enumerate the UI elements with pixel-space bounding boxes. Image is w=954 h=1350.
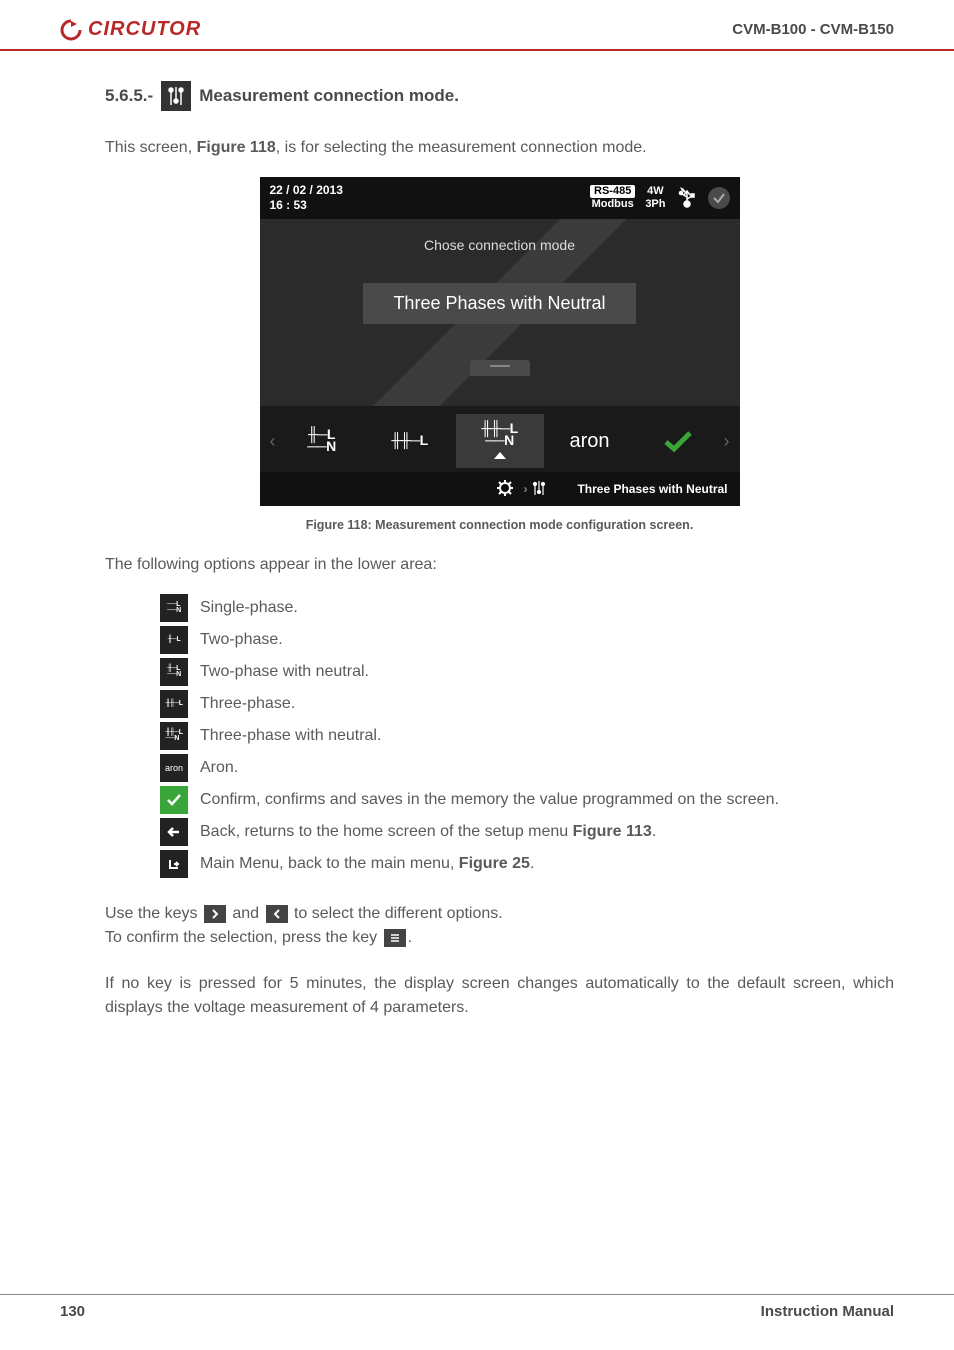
intro-figref: Figure 118: [197, 139, 276, 156]
back-label: Back, returns to the home screen of the …: [200, 823, 656, 841]
figure-118: 22 / 02 / 2013 16 : 53 RS-485 Modbus 4W …: [105, 177, 894, 532]
three-phase-n-list-icon: ╫╫─L──N: [160, 722, 188, 750]
connection-mode-icon: [161, 81, 191, 111]
option-aron: aron Aron.: [160, 754, 894, 782]
three-phase-n-icon: ╫╫─L──N: [481, 423, 517, 447]
section-number: 5.6.5.-: [105, 86, 153, 106]
confirm-icon: [160, 786, 188, 814]
option-main-menu: Main Menu, back to the main menu, Figure…: [160, 850, 894, 878]
page-number: 130: [60, 1303, 85, 1320]
three-phase-list-icon: ╫╫─L: [160, 690, 188, 718]
confirm-label: Confirm, confirms and saves in the memor…: [200, 791, 779, 809]
intro-post: , is for selecting the measurement conne…: [276, 139, 647, 156]
device-body: Chose connection mode Three Phases with …: [260, 219, 740, 406]
three-phase-n-label: Three-phase with neutral.: [200, 727, 381, 745]
two-phase-label: Two-phase.: [200, 631, 283, 649]
selection-arrow-icon: [494, 452, 506, 459]
device-selected-mode: Three Phases with Neutral: [363, 283, 635, 324]
option-three-phase-n: ╫╫─L──N Three-phase with neutral.: [160, 722, 894, 750]
opt-confirm[interactable]: [634, 414, 722, 468]
page-header: CIRCUTOR CVM-B100 - CVM-B150: [0, 0, 954, 51]
menu-post: .: [530, 855, 534, 872]
device-date: 22 / 02 / 2013: [270, 183, 581, 198]
device-wiring: 4W 3Ph: [645, 185, 665, 210]
status-check-icon: [708, 187, 730, 209]
two-phase-icon: ╫─L: [160, 626, 188, 654]
instr1-b: and: [228, 905, 264, 922]
wires-label: 4W: [645, 185, 665, 198]
device-datetime: 22 / 02 / 2013 16 : 53: [270, 183, 581, 213]
section-heading: 5.6.5.- Measurement connection mode.: [105, 81, 894, 111]
option-three-phase: ╫╫─L Three-phase.: [160, 690, 894, 718]
main-menu-label: Main Menu, back to the main menu, Figure…: [200, 855, 534, 873]
main-menu-icon: [160, 850, 188, 878]
rs485-box: RS-485: [590, 185, 635, 198]
instructions-line2: To confirm the selection, press the key …: [105, 926, 894, 950]
device-breadcrumb-bar: › Three Phases with Neutral: [260, 472, 740, 506]
page-footer: 130 Instruction Manual: [0, 1294, 954, 1320]
instr1-a: Use the keys: [105, 905, 202, 922]
logo-mark-icon: [60, 19, 82, 41]
instr2-a: To confirm the selection, press the key: [105, 929, 382, 946]
three-phase-icon: ╫╫─L: [391, 435, 427, 447]
chevron-left-icon[interactable]: ‹: [268, 431, 278, 452]
figure-caption: Figure 118: Measurement connection mode …: [306, 518, 694, 532]
option-confirm: Confirm, confirms and saves in the memor…: [160, 786, 894, 814]
usb-icon: [676, 187, 698, 209]
brand-name: CIRCUTOR: [88, 18, 201, 41]
key-left-icon: [266, 905, 288, 923]
device-prompt: Chose connection mode: [260, 237, 740, 253]
device-screenshot: 22 / 02 / 2013 16 : 53 RS-485 Modbus 4W …: [260, 177, 740, 506]
opt-two-phase-n[interactable]: ╫─L──N: [278, 414, 366, 468]
device-rs485: RS-485 Modbus: [590, 185, 635, 210]
instructions-line1: Use the keys and to select the different…: [105, 902, 894, 926]
intro-text: This screen, Figure 118, is for selectin…: [105, 139, 894, 157]
two-phase-n-icon: ╫─L──N: [307, 429, 335, 453]
key-menu-icon: [384, 929, 406, 947]
device-options-bar: ‹ ╫─L──N ╫╫─L ╫╫─L──N aron ›: [260, 406, 740, 472]
brand-logo: CIRCUTOR: [60, 18, 201, 41]
page-content: 5.6.5.- Measurement connection mode. Thi…: [0, 51, 954, 1040]
phases-label: 3Ph: [645, 198, 665, 211]
device-tab-handle: [470, 360, 530, 376]
device-time: 16 : 53: [270, 198, 581, 213]
options-list: ──L──N Single-phase. ╫─L Two-phase. ╫─L─…: [160, 594, 894, 878]
two-phase-n-label: Two-phase with neutral.: [200, 663, 369, 681]
connection-mode-small-icon: [531, 480, 547, 499]
back-figref: Figure 113: [573, 823, 652, 840]
option-back: Back, returns to the home screen of the …: [160, 818, 894, 846]
back-pre: Back, returns to the home screen of the …: [200, 823, 573, 840]
opt-aron[interactable]: aron: [546, 414, 634, 468]
intro-pre: This screen,: [105, 139, 197, 156]
breadcrumb-separator: ›: [523, 482, 527, 496]
three-phase-label: Three-phase.: [200, 695, 295, 713]
aron-label: Aron.: [200, 759, 238, 777]
opt-three-phase-n-selected[interactable]: ╫╫─L──N: [456, 414, 544, 468]
single-phase-icon: ──L──N: [160, 594, 188, 622]
timeout-text: If no key is pressed for 5 minutes, the …: [105, 972, 894, 1020]
instr1-c: to select the different options.: [290, 905, 503, 922]
gear-icon: [497, 480, 513, 499]
footer-label: Instruction Manual: [761, 1303, 894, 1320]
model-label: CVM-B100 - CVM-B150: [732, 21, 894, 38]
back-post: .: [652, 823, 656, 840]
breadcrumb-label: Three Phases with Neutral: [577, 482, 727, 496]
aron-icon: aron: [160, 754, 188, 782]
chevron-right-icon[interactable]: ›: [722, 431, 732, 452]
option-two-phase-n: ╫─L──N Two-phase with neutral.: [160, 658, 894, 686]
modbus-label: Modbus: [592, 198, 634, 210]
single-phase-label: Single-phase.: [200, 599, 298, 617]
back-icon: [160, 818, 188, 846]
menu-pre: Main Menu, back to the main menu,: [200, 855, 459, 872]
menu-figref: Figure 25: [459, 855, 530, 872]
option-two-phase: ╫─L Two-phase.: [160, 626, 894, 654]
instr2-b: .: [408, 929, 412, 946]
opt-three-phase[interactable]: ╫╫─L: [366, 414, 454, 468]
options-subhead: The following options appear in the lowe…: [105, 556, 894, 574]
device-status-bar: 22 / 02 / 2013 16 : 53 RS-485 Modbus 4W …: [260, 177, 740, 219]
section-title: Measurement connection mode.: [199, 86, 459, 106]
two-phase-n-list-icon: ╫─L──N: [160, 658, 188, 686]
key-right-icon: [204, 905, 226, 923]
option-single-phase: ──L──N Single-phase.: [160, 594, 894, 622]
